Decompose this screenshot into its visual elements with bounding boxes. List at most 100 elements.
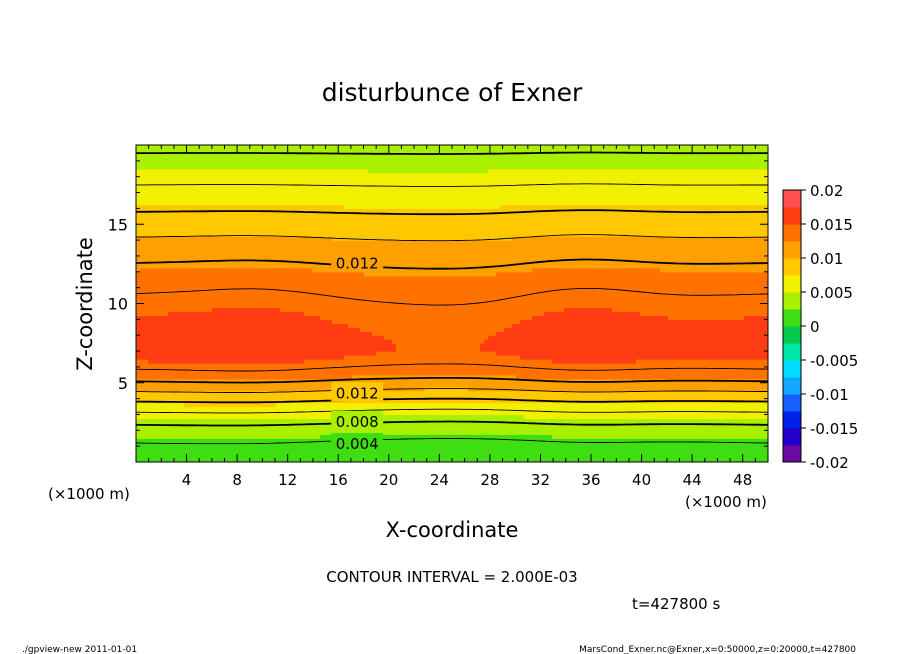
band-cell (348, 366, 353, 372)
band-cell (256, 295, 261, 301)
band-cell (196, 319, 201, 324)
band-cell (368, 232, 373, 237)
band-cell (360, 291, 365, 297)
band-cell (228, 386, 233, 392)
band-cell (252, 366, 257, 372)
band-cell (268, 279, 273, 285)
band-cell (268, 192, 273, 198)
band-cell (292, 355, 297, 360)
band-cell (372, 303, 377, 309)
band-cell (292, 303, 297, 309)
band-cell (280, 248, 285, 253)
band-cell (248, 156, 253, 162)
band-cell (320, 303, 325, 309)
band-cell (292, 319, 297, 324)
band-cell (300, 382, 305, 388)
band-cell (136, 255, 141, 261)
band-cell (152, 331, 157, 336)
band-cell (212, 311, 217, 316)
band-cell (288, 172, 293, 178)
band-cell (244, 180, 249, 186)
band-cell (380, 212, 385, 217)
band-cell (168, 430, 173, 435)
band-cell (284, 454, 289, 459)
band-cell (200, 450, 205, 455)
band-cell (176, 216, 181, 221)
band-cell (312, 279, 317, 285)
band-cell (328, 240, 333, 245)
band-cell (292, 331, 297, 336)
band-cell (340, 212, 345, 217)
band-cell (352, 343, 357, 348)
band-cell (160, 216, 165, 221)
band-cell (264, 204, 269, 209)
band-cell (188, 244, 193, 249)
band-cell (200, 145, 205, 150)
band-cell (328, 283, 333, 289)
band-cell (180, 263, 185, 269)
band-cell (152, 299, 157, 305)
band-cell (372, 204, 377, 209)
band-cell (364, 152, 369, 158)
band-cell (360, 454, 365, 459)
band-cell (268, 145, 273, 150)
band-cell (240, 303, 245, 309)
band-cell (372, 378, 377, 384)
band-cell (148, 418, 153, 423)
band-cell (212, 216, 217, 221)
band-cell (364, 311, 369, 316)
band-cell (156, 358, 161, 364)
band-cell (252, 299, 257, 305)
band-cell (352, 176, 357, 182)
band-cell (360, 339, 365, 344)
band-cell (372, 172, 377, 178)
band-cell (244, 319, 249, 324)
band-cell (308, 442, 313, 447)
band-cell (292, 299, 297, 305)
band-cell (252, 267, 257, 273)
band-cell (372, 271, 377, 277)
band-cell (188, 430, 193, 435)
band-cell (212, 200, 217, 206)
band-cell (216, 184, 221, 190)
band-cell (324, 442, 329, 447)
band-cell (268, 406, 273, 412)
band-cell (248, 418, 253, 423)
band-cell (164, 370, 169, 376)
band-cell (164, 271, 169, 277)
band-cell (264, 240, 269, 245)
band-cell (312, 192, 317, 198)
band-cell (352, 220, 357, 225)
band-cell (272, 394, 277, 400)
band-cell (292, 327, 297, 332)
band-cell (164, 426, 169, 431)
band-cell (176, 244, 181, 249)
band-cell (176, 200, 181, 206)
band-cell (252, 236, 257, 241)
band-cell (284, 347, 289, 352)
band-cell (220, 434, 225, 439)
band-cell (212, 307, 217, 313)
band-cell (220, 319, 225, 324)
band-cell (256, 236, 261, 241)
band-cell (208, 255, 213, 261)
band-cell (172, 168, 177, 174)
band-cell (224, 450, 229, 455)
band-cell (356, 430, 361, 435)
band-cell (160, 184, 165, 190)
band-cell (308, 224, 313, 229)
band-cell (268, 378, 273, 384)
band-cell (304, 180, 309, 186)
band-cell (348, 283, 353, 289)
band-cell (236, 184, 241, 190)
band-cell (368, 152, 373, 158)
band-cell (300, 390, 305, 396)
band-cell (264, 271, 269, 277)
band-cell (312, 208, 317, 213)
band-cell (260, 319, 265, 324)
band-cell (276, 307, 281, 313)
band-cell (212, 176, 217, 182)
band-cell (188, 370, 193, 376)
band-cell (200, 228, 205, 233)
band-cell (268, 339, 273, 344)
